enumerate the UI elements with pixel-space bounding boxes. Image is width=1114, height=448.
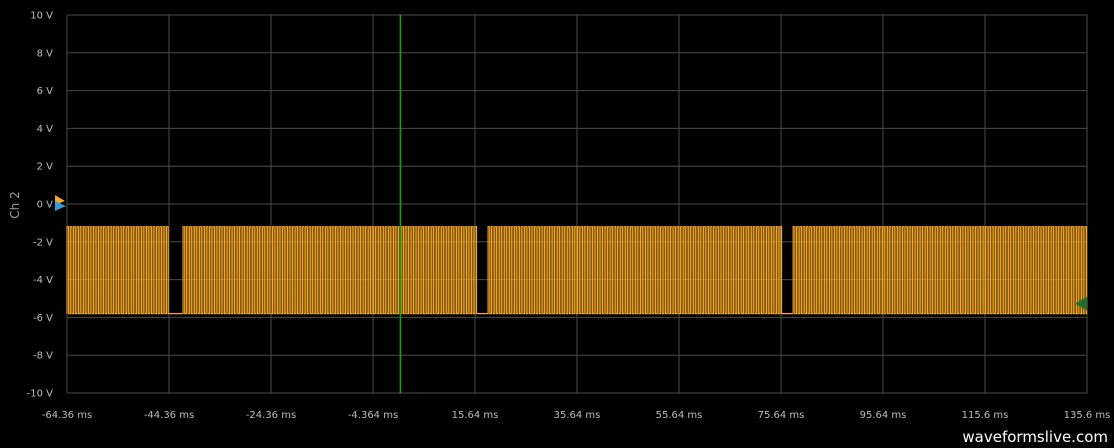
trigger-level-marker[interactable] xyxy=(1075,296,1087,311)
y-tick-label: -8 V xyxy=(33,351,53,362)
y-tick-label: 10 V xyxy=(30,11,53,22)
watermark: waveformslive.com xyxy=(962,428,1108,446)
y-tick-label: 8 V xyxy=(37,48,54,59)
y-tick-label: -4 V xyxy=(33,275,53,286)
x-tick-label: 115.6 ms xyxy=(962,410,1009,421)
x-tick-label: -64.36 ms xyxy=(42,410,92,421)
channel-label: Ch 2 xyxy=(8,191,22,218)
x-tick-label: 95.64 ms xyxy=(860,410,907,421)
y-tick-label: 0 V xyxy=(37,200,54,211)
x-axis-ticks: -64.36 ms -44.36 ms -24.36 ms -4.364 ms 15.6… xyxy=(42,410,1111,421)
y-tick-label: 6 V xyxy=(37,86,54,97)
y-tick-label: -10 V xyxy=(27,389,54,400)
x-tick-label: 75.64 ms xyxy=(758,410,805,421)
y-axis-ticks: 10 V 8 V 6 V 4 V 2 V 0 V -2 V -4 V -6 V -8 V -10 V xyxy=(27,11,54,400)
y-tick-label: -2 V xyxy=(33,237,53,248)
x-tick-label: 15.64 ms xyxy=(452,410,499,421)
plot-grid xyxy=(66,14,1088,394)
signal-trace xyxy=(66,226,1088,315)
x-tick-label: -4.364 ms xyxy=(348,410,398,421)
x-tick-label: 35.64 ms xyxy=(554,410,601,421)
x-tick-label: 55.64 ms xyxy=(656,410,703,421)
y-tick-label: 2 V xyxy=(37,162,54,173)
x-tick-label: 135.6 ms xyxy=(1064,410,1111,421)
y-tick-label: 4 V xyxy=(37,124,54,135)
trigger-position-marker[interactable] xyxy=(55,201,66,211)
x-tick-label: -44.36 ms xyxy=(144,410,194,421)
x-tick-label: -24.36 ms xyxy=(246,410,296,421)
y-tick-label: -6 V xyxy=(33,313,53,324)
